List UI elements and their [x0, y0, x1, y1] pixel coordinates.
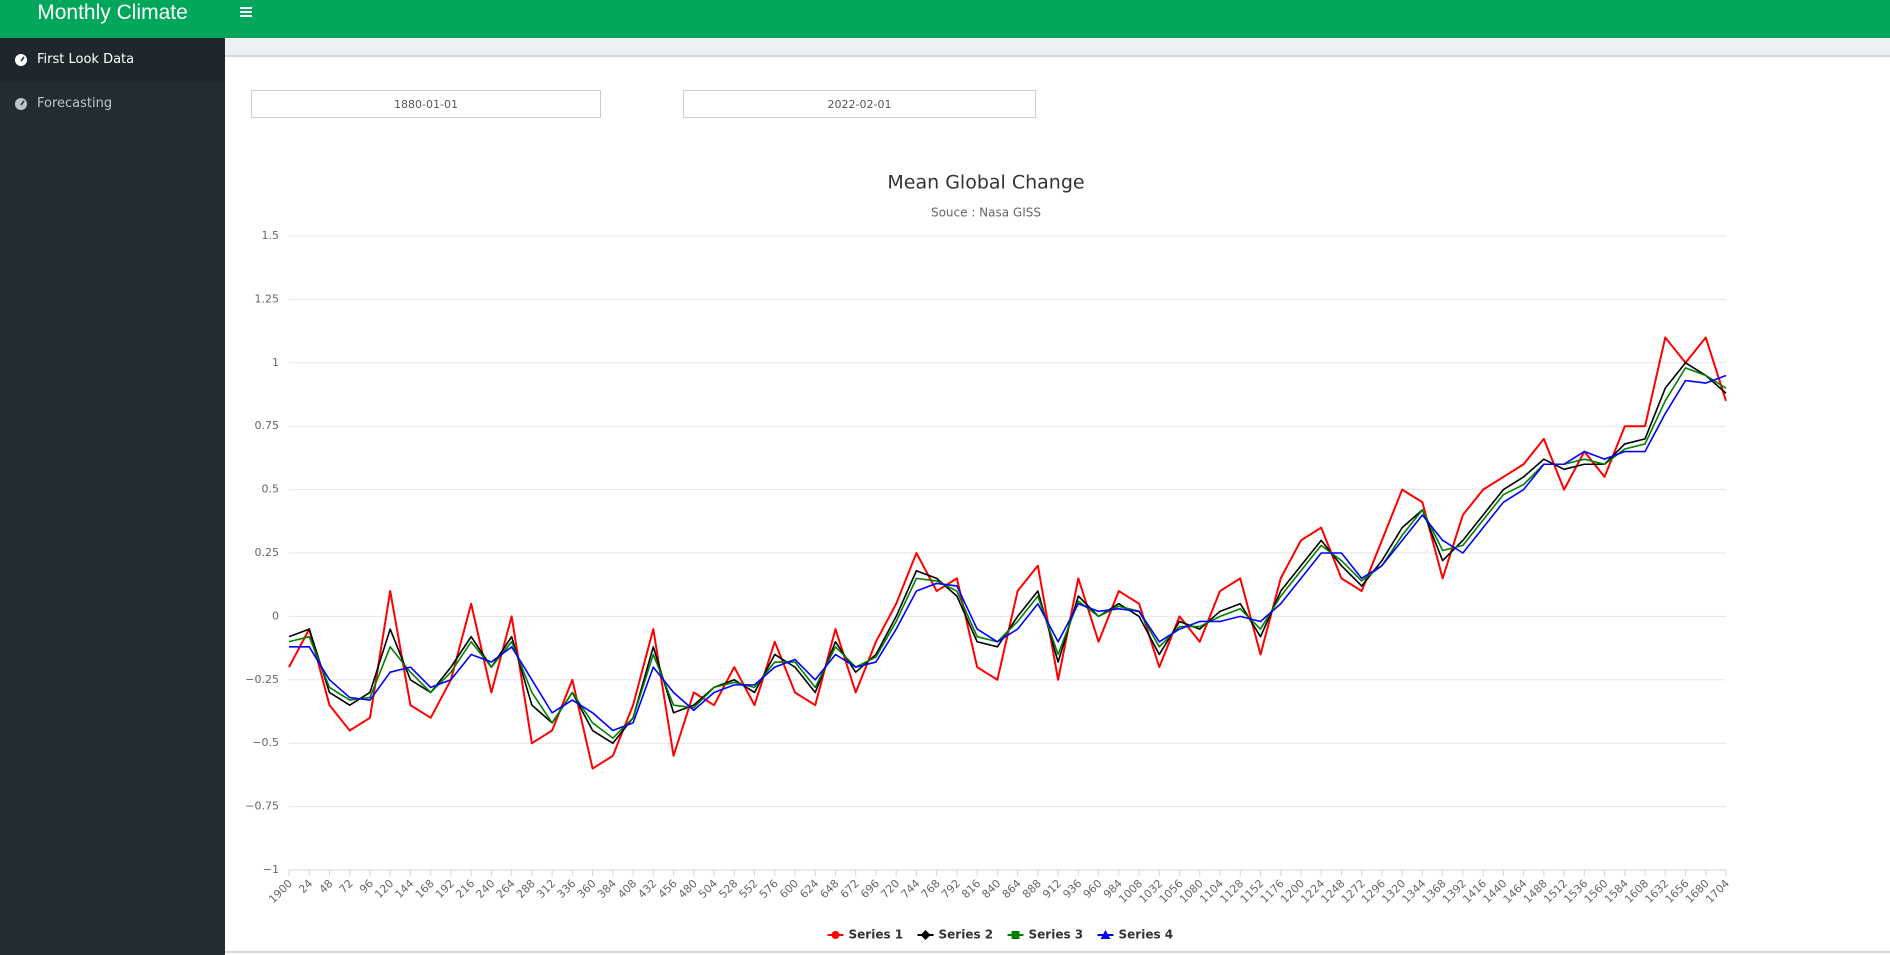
menu-icon	[15, 54, 27, 66]
menu-label: First Look Data	[37, 52, 135, 67]
x-tick-label: 480	[676, 877, 700, 901]
x-tick-label: 336	[554, 877, 578, 901]
x-tick-label: 552	[737, 877, 761, 901]
sidebar: First Look Data Forecasting	[0, 38, 225, 955]
y-tick-label: −0.25	[245, 673, 279, 686]
y-tick-label: 1.5	[262, 229, 280, 242]
x-tick-label: 120	[372, 877, 396, 901]
x-tick-label: 696	[858, 877, 882, 901]
y-tick-label: −1	[263, 863, 279, 876]
legend-marker	[920, 930, 931, 940]
menu-label: Forecasting	[37, 96, 113, 111]
x-tick-label: 312	[534, 877, 558, 901]
x-tick-label: 144	[393, 877, 417, 901]
x-tick-label: 648	[818, 877, 842, 901]
x-tick-label: 408	[615, 877, 639, 901]
series-line	[288, 367, 1727, 739]
x-tick-label: 1704	[1703, 877, 1732, 906]
start-date-input[interactable]: 1880-01-01	[251, 90, 601, 118]
x-tick-label: 792	[939, 877, 963, 901]
top-bar: Monthly Climate	[0, 0, 1890, 38]
x-tick-label: 360	[575, 877, 599, 901]
x-tick-label: 576	[757, 877, 781, 901]
x-tick-label: 864	[1000, 877, 1024, 901]
x-tick-label: 744	[899, 877, 923, 901]
legend-label: Series 2	[939, 928, 994, 942]
x-tick-label: 912	[1040, 877, 1064, 901]
x-tick-label: 432	[635, 877, 659, 901]
x-tick-label: 672	[838, 877, 862, 901]
end-date-input[interactable]: 2022-02-01	[683, 90, 1036, 118]
x-tick-label: 264	[494, 877, 518, 901]
x-tick-label: 384	[595, 877, 619, 901]
x-tick-label: 936	[1060, 877, 1084, 901]
legend-marker	[1100, 930, 1111, 939]
chart-title: Mean Global Change	[887, 172, 1084, 194]
x-tick-label: 528	[716, 877, 740, 901]
y-tick-label: 1	[272, 356, 279, 369]
chart-subtitle: Souce : Nasa GISS	[931, 206, 1041, 220]
x-tick-label: 288	[514, 877, 538, 901]
legend-item[interactable]: Series 1	[827, 928, 904, 942]
x-tick-label: 456	[656, 877, 680, 901]
menu-icon	[15, 98, 27, 110]
y-tick-label: 1.25	[255, 292, 280, 305]
legend-label: Series 4	[1119, 928, 1174, 942]
x-tick-label: 192	[433, 877, 457, 901]
legend-item[interactable]: Series 4	[1097, 928, 1174, 942]
x-tick-label: 768	[919, 877, 943, 901]
y-tick-label: 0.5	[262, 483, 280, 496]
x-tick-label: 168	[413, 877, 437, 901]
legend-label: Series 1	[849, 928, 904, 942]
x-tick-label: 624	[797, 877, 821, 901]
menu-item[interactable]: First Look Data	[0, 38, 225, 82]
x-tick-label: 840	[979, 877, 1003, 901]
legend-item[interactable]: Series 2	[917, 928, 994, 942]
chart: Mean Global Change Souce : Nasa GISS −1 −…	[245, 172, 1732, 942]
x-tick-label: 888	[1020, 877, 1044, 901]
x-tick-label: 816	[959, 877, 983, 901]
x-tick-label: 600	[777, 877, 801, 901]
menu-toggle[interactable]	[240, 6, 254, 20]
series-line	[289, 374, 1727, 732]
legend-item[interactable]: Series 3	[1007, 928, 1084, 942]
x-tick-label: 504	[696, 877, 720, 901]
x-tick-label: 720	[878, 877, 902, 901]
x-tick-label: 216	[453, 877, 477, 901]
legend-marker	[831, 931, 840, 939]
content-border	[225, 951, 1890, 953]
x-tick-label: 240	[473, 877, 497, 901]
x-tick-label: 1900	[266, 877, 295, 906]
y-tick-label: 0.75	[255, 419, 280, 432]
y-tick-label: 0	[272, 609, 279, 622]
y-tick-label: 0.25	[255, 546, 280, 559]
y-tick-label: −0.75	[245, 800, 279, 813]
menu-item[interactable]: Forecasting	[0, 82, 225, 126]
x-tick-label: 960	[1081, 877, 1105, 901]
legend-label: Series 3	[1029, 928, 1084, 942]
y-tick-label: −0.5	[252, 736, 279, 749]
x-tick-label: 48	[317, 877, 336, 896]
app-title[interactable]: Monthly Climate	[0, 0, 225, 38]
x-tick-label: 24	[296, 877, 315, 896]
x-tick-label: 72	[337, 877, 356, 896]
legend-marker	[1011, 931, 1020, 939]
content-header	[225, 38, 1890, 57]
